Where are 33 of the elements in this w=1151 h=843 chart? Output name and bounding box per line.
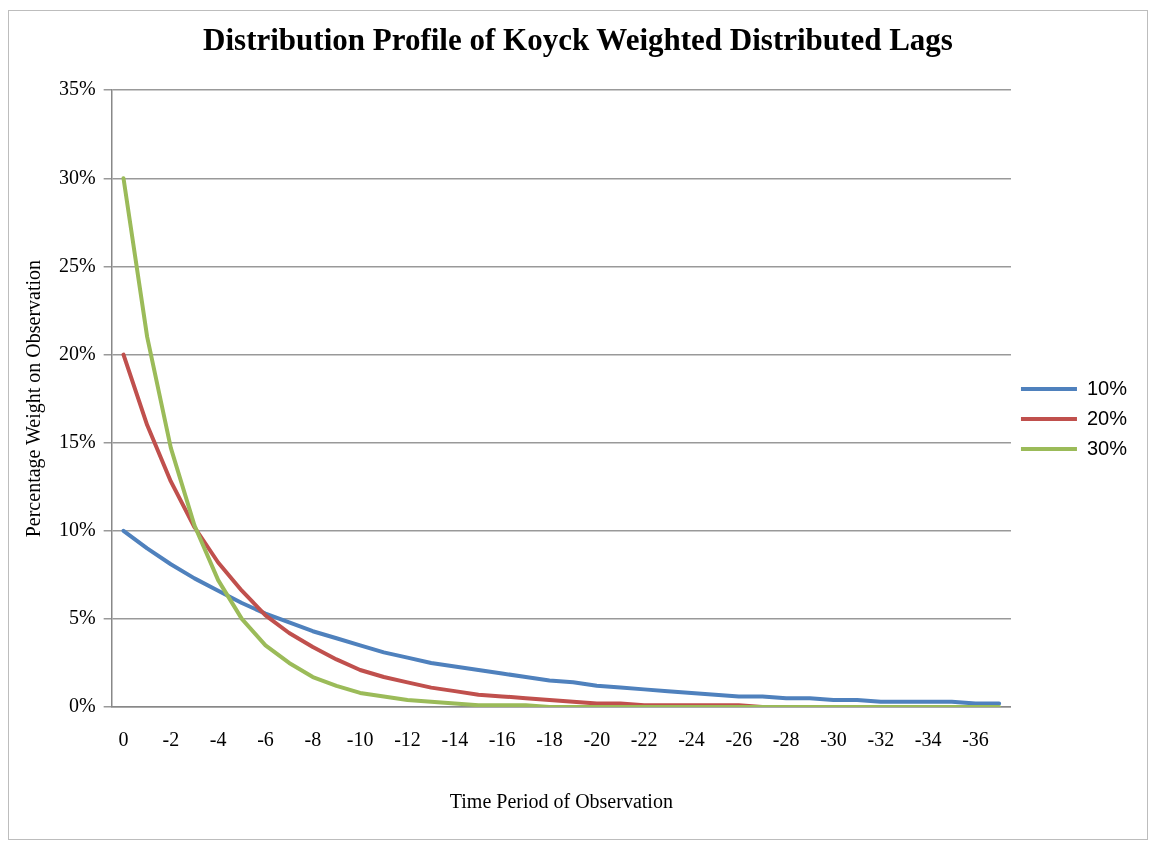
x-tick-label: -20 [583,728,611,751]
y-tick-label: 0% [68,694,96,717]
x-tick-label: -22 [630,728,658,751]
x-axis-title: Time Period of Observation [449,790,673,813]
x-tick-label: -6 [257,728,274,751]
x-tick-label: -28 [772,728,800,751]
x-tick-label: -12 [394,728,421,751]
x-tick-label: -2 [162,728,180,751]
x-tick-label: -24 [678,728,705,751]
y-tick-label: 5% [68,606,96,629]
legend-label: 20% [1086,406,1128,429]
y-axis-title: Percentage Weight on Observation [22,259,46,538]
x-tick-label: -32 [867,728,895,751]
x-tick-label: -30 [820,728,847,751]
legend-label: 30% [1086,436,1128,459]
legend-label: 10% [1086,376,1128,399]
x-tick-label: -36 [962,728,989,751]
x-tick-label: -8 [304,728,322,751]
x-tick-label: -34 [914,728,942,751]
x-tick-label: -16 [488,728,516,751]
y-tick-label: 20% [58,341,96,364]
x-tick-label: -18 [536,728,563,751]
y-tick-label: 10% [58,518,96,541]
chart-title: Distribution Profile of Koyck Weighted Distributed Lags [203,21,953,57]
x-tick-label: -26 [725,728,753,751]
y-tick-label: 30% [58,165,96,188]
x-tick-label: -14 [441,728,469,751]
x-tick-label: 0 [118,728,129,751]
y-tick-label: 25% [58,253,96,276]
y-tick-label: 35% [58,77,96,100]
x-tick-label: -10 [346,728,374,751]
x-tick-label: -4 [209,728,227,751]
y-tick-label: 15% [58,429,96,452]
